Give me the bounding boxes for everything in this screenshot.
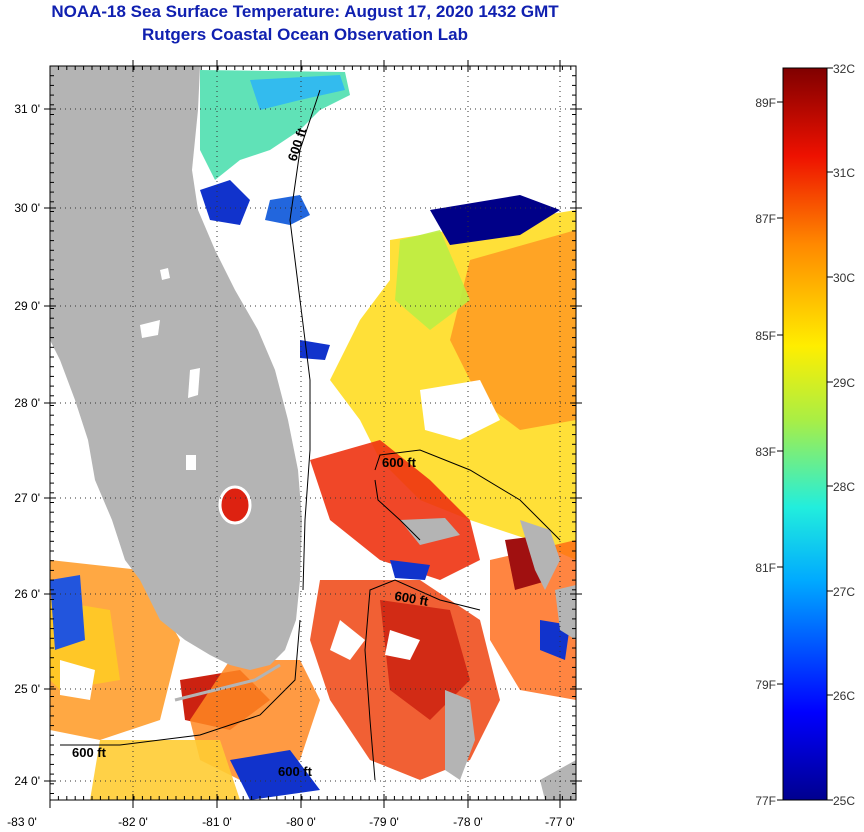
contour-label: 600 ft — [382, 455, 417, 470]
contour-label: 600 ft — [72, 745, 107, 760]
colorbar-label-f: 83F — [755, 445, 776, 459]
colorbar-label-f: 87F — [755, 212, 776, 226]
lat-label-24: 24 0' — [14, 774, 40, 788]
lon-label-80: -80 0' — [286, 815, 316, 829]
colorbar — [782, 67, 828, 801]
colorbar-label-f: 79F — [755, 678, 776, 692]
lon-label-77: -77 0' — [545, 815, 575, 829]
map-subtitle: Rutgers Coastal Ocean Observation Lab — [142, 25, 468, 44]
lat-label-30: 30 0' — [14, 201, 40, 215]
colorbar-label-c: 27C — [833, 585, 855, 599]
colorbar-label-c: 26C — [833, 689, 855, 703]
colorbar-label-c: 32C — [833, 62, 855, 76]
contour-label: 600 ft — [278, 764, 313, 779]
contour-label: 600 ft — [393, 588, 430, 609]
lon-label-79: -79 0' — [369, 815, 399, 829]
colorbar-label-f: 89F — [755, 96, 776, 110]
lat-label-26: 26 0' — [14, 587, 40, 601]
lat-label-28: 28 0' — [14, 396, 40, 410]
colorbar-label-f: 81F — [755, 561, 776, 575]
colorbar-label-c: 28C — [833, 480, 855, 494]
lat-label-25: 25 0' — [14, 682, 40, 696]
lat-label-27: 27 0' — [14, 491, 40, 505]
lon-label-81: -81 0' — [202, 815, 232, 829]
colorbar-label-f: 85F — [755, 329, 776, 343]
lat-label-29: 29 0' — [14, 299, 40, 313]
map-frame — [49, 65, 577, 801]
lon-label-78: -78 0' — [453, 815, 483, 829]
colorbar-label-c: 30C — [833, 271, 855, 285]
lon-label-82: -82 0' — [118, 815, 148, 829]
bahamas-land — [445, 690, 475, 780]
lon-label-83: -83 0' — [7, 815, 37, 829]
colorbar-label-c: 31C — [833, 166, 855, 180]
colorbar-label-f: 77F — [755, 794, 776, 808]
colorbar-label-c: 29C — [833, 376, 855, 390]
lat-label-31: 31 0' — [14, 102, 40, 116]
sst-field — [50, 66, 576, 800]
colorbar-label-c: 25C — [833, 794, 855, 808]
map-title: NOAA-18 Sea Surface Temperature: August … — [51, 2, 559, 21]
